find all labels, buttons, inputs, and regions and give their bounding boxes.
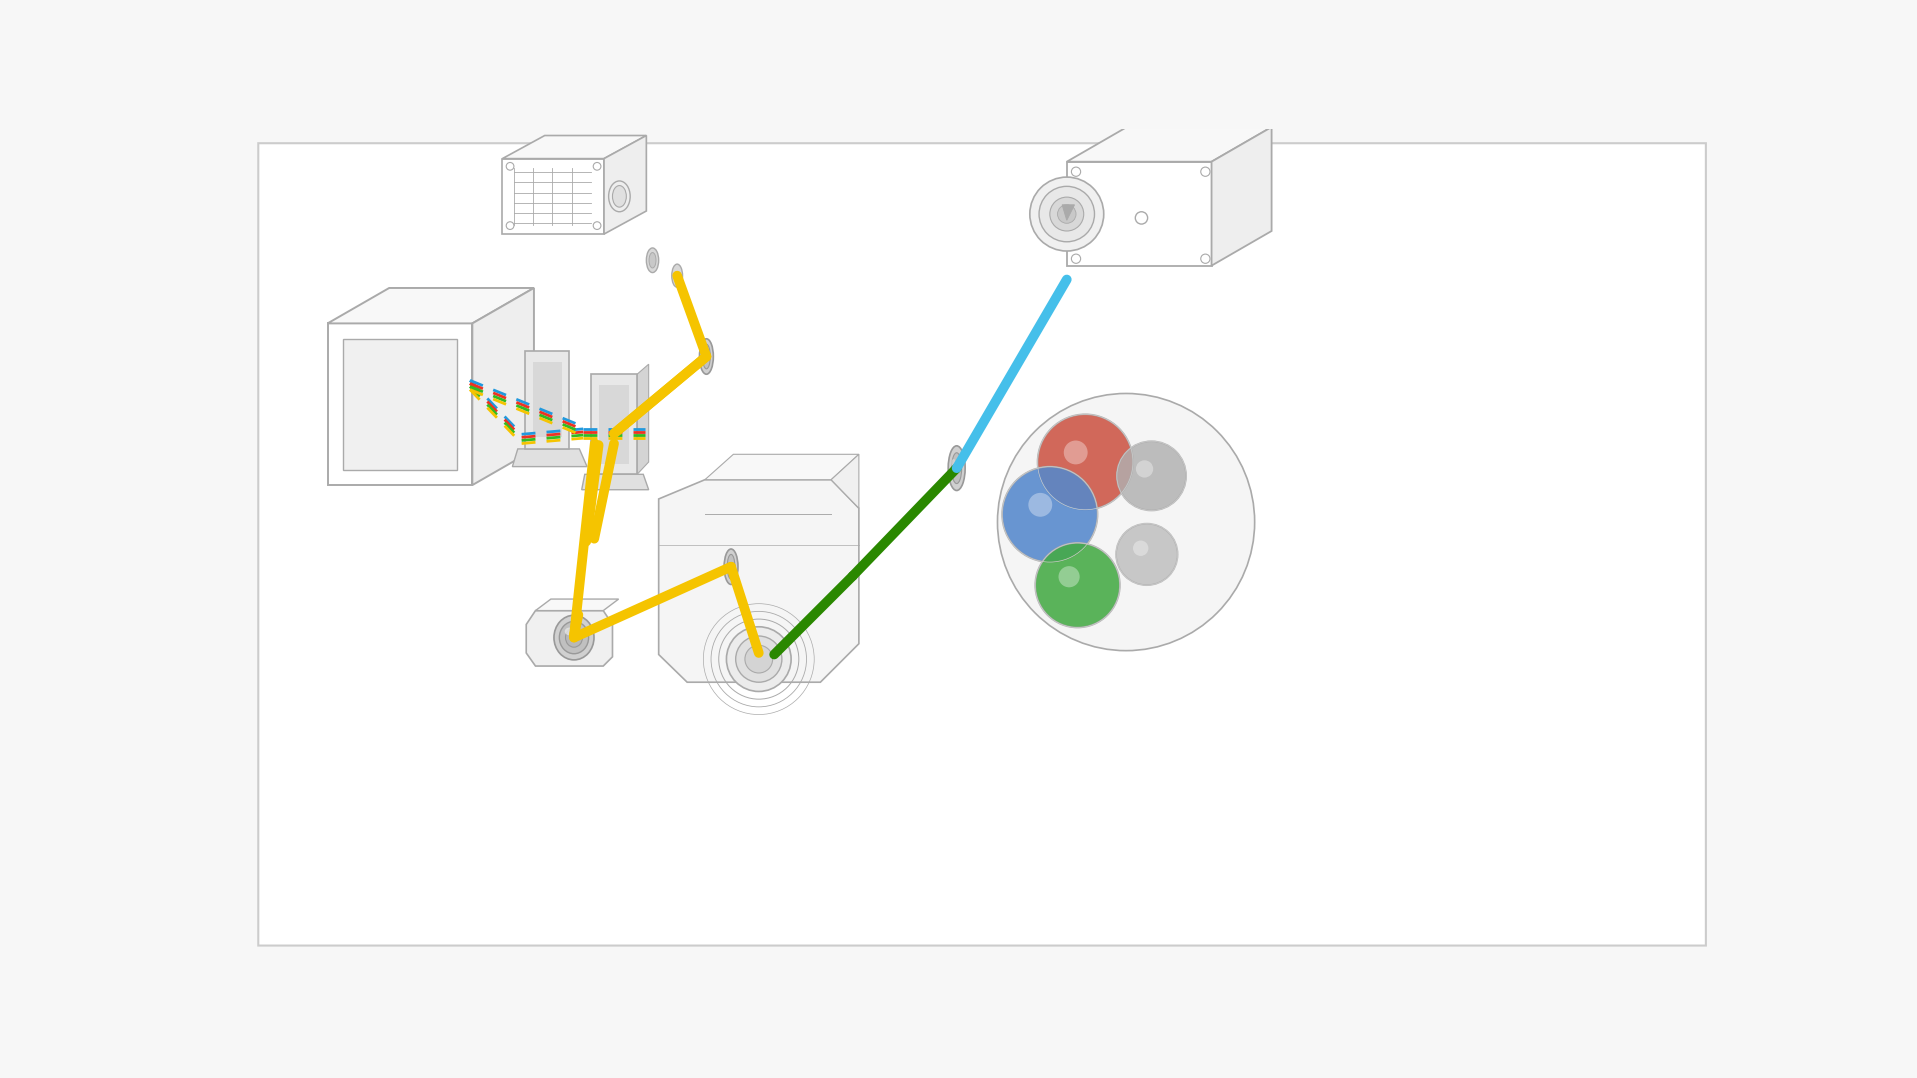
- Circle shape: [1035, 543, 1120, 627]
- Polygon shape: [1212, 127, 1271, 265]
- Circle shape: [1039, 186, 1095, 241]
- Ellipse shape: [560, 621, 589, 653]
- Ellipse shape: [646, 248, 659, 273]
- Polygon shape: [525, 351, 569, 448]
- Ellipse shape: [949, 446, 964, 490]
- Polygon shape: [502, 136, 646, 158]
- Polygon shape: [512, 448, 587, 467]
- Circle shape: [727, 626, 792, 691]
- Circle shape: [1058, 566, 1079, 588]
- Ellipse shape: [951, 459, 957, 468]
- Polygon shape: [659, 480, 859, 682]
- Ellipse shape: [608, 181, 631, 211]
- Polygon shape: [535, 599, 619, 610]
- Circle shape: [997, 393, 1254, 651]
- Polygon shape: [527, 610, 612, 666]
- Polygon shape: [636, 364, 648, 474]
- Polygon shape: [328, 288, 535, 323]
- Circle shape: [1137, 460, 1154, 478]
- Circle shape: [736, 636, 782, 682]
- FancyBboxPatch shape: [259, 143, 1706, 945]
- Polygon shape: [1062, 205, 1074, 220]
- Circle shape: [1003, 467, 1098, 562]
- Polygon shape: [832, 454, 859, 508]
- Circle shape: [1058, 205, 1075, 223]
- Ellipse shape: [671, 264, 682, 287]
- Polygon shape: [472, 288, 535, 485]
- Ellipse shape: [566, 627, 583, 647]
- Ellipse shape: [727, 554, 734, 579]
- Ellipse shape: [650, 252, 656, 268]
- Polygon shape: [502, 158, 604, 234]
- Ellipse shape: [554, 616, 594, 660]
- Polygon shape: [533, 362, 562, 438]
- Polygon shape: [598, 385, 629, 465]
- Polygon shape: [581, 474, 648, 489]
- Ellipse shape: [566, 627, 573, 635]
- Ellipse shape: [612, 185, 627, 207]
- Circle shape: [1029, 177, 1104, 251]
- Circle shape: [1028, 493, 1052, 516]
- Circle shape: [1116, 524, 1177, 585]
- Circle shape: [1133, 540, 1148, 556]
- Polygon shape: [1066, 127, 1271, 162]
- Ellipse shape: [700, 338, 713, 374]
- Circle shape: [746, 646, 773, 673]
- Circle shape: [1037, 414, 1133, 510]
- Polygon shape: [1066, 162, 1212, 265]
- Polygon shape: [604, 136, 646, 234]
- Polygon shape: [343, 338, 456, 470]
- Polygon shape: [590, 374, 636, 474]
- Ellipse shape: [725, 549, 738, 584]
- Circle shape: [1051, 197, 1083, 231]
- Ellipse shape: [951, 453, 962, 484]
- Circle shape: [1118, 441, 1187, 511]
- Circle shape: [1064, 441, 1087, 465]
- Polygon shape: [328, 323, 472, 485]
- Ellipse shape: [702, 344, 711, 369]
- Polygon shape: [705, 454, 859, 480]
